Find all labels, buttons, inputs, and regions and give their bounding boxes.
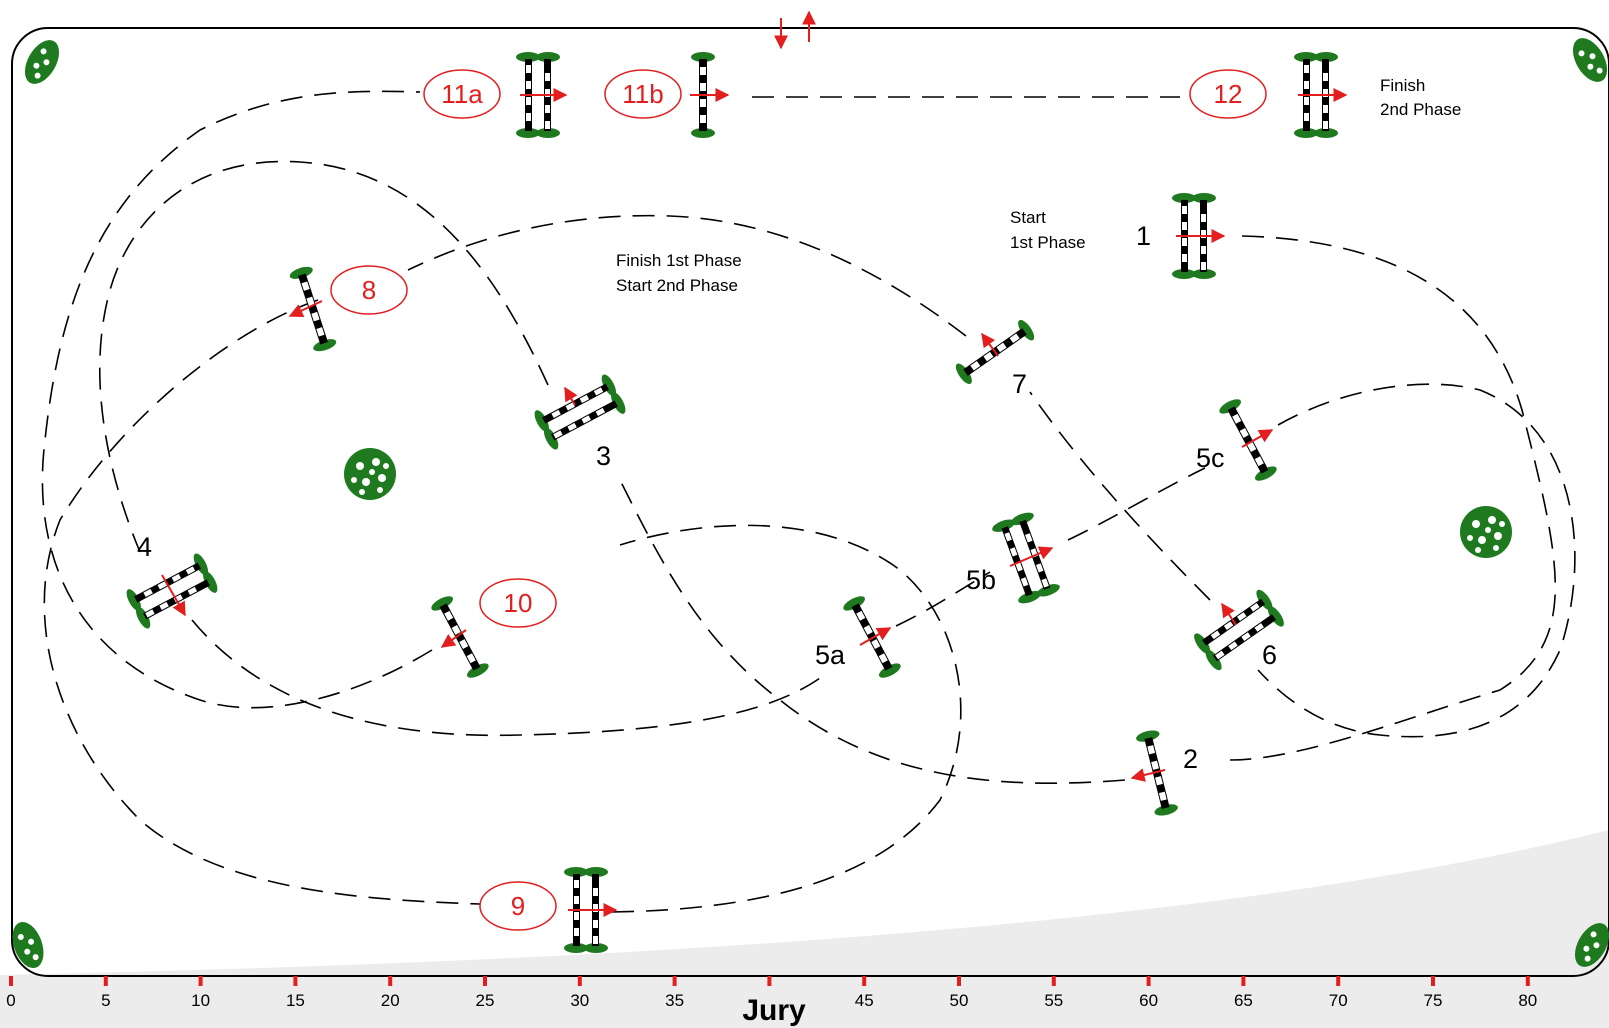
shrub-icon: [1460, 506, 1512, 558]
fence-5c: [1217, 396, 1279, 484]
axis-tick-label: 30: [570, 991, 589, 1010]
finish2-note-line1: Finish: [1380, 76, 1425, 95]
svg-text:12: 12: [1214, 79, 1243, 109]
phase-note-line1: Finish 1st Phase: [616, 251, 742, 270]
axis-tick-label: 5: [101, 991, 110, 1010]
axis-tick-label: 65: [1234, 991, 1253, 1010]
start1-note-line2: 1st Phase: [1010, 233, 1086, 252]
svg-text:8: 8: [362, 275, 376, 305]
axis-tick-label: 20: [381, 991, 400, 1010]
fence-2: [1130, 728, 1180, 818]
axis-tick-label: 70: [1329, 991, 1348, 1010]
start1-note-line1: Start: [1010, 208, 1046, 227]
fence-12: [1294, 52, 1348, 138]
label-4: 4: [137, 532, 152, 562]
fence-10: [429, 593, 491, 681]
fence-3: [531, 372, 629, 452]
shrub-icon: [344, 448, 396, 500]
fence-4: [123, 551, 221, 631]
fence-7: [952, 317, 1038, 387]
entry-arrows-icon: [774, 10, 816, 50]
axis-tick-label: 75: [1424, 991, 1443, 1010]
svg-text:11b: 11b: [622, 79, 663, 109]
axis-tick-label: 50: [950, 991, 969, 1010]
fence-8: [288, 264, 338, 354]
fence-5b: [990, 510, 1062, 606]
arena-fence: [11, 27, 1609, 977]
axis-tick-label: 55: [1044, 991, 1063, 1010]
fence-6: [1191, 587, 1287, 673]
label-2: 2: [1183, 744, 1198, 774]
course-path: [41, 90, 1576, 913]
label-5b: 5b: [966, 565, 996, 595]
label-7: 7: [1012, 369, 1027, 399]
background-swoosh: [0, 830, 1609, 1028]
jury-axis: 0510152025303545505560657075808: [6, 976, 1537, 1010]
fence-5a: [841, 593, 903, 681]
phase-note-line2: Start 2nd Phase: [616, 276, 738, 295]
svg-text:11a: 11a: [441, 79, 483, 109]
jury-label: Jury: [742, 994, 806, 1027]
label-8: 8: [330, 265, 408, 315]
axis-tick-label: 80: [1518, 991, 1537, 1010]
axis-tick-label: 25: [476, 991, 495, 1010]
axis-tick-label: 60: [1139, 991, 1158, 1010]
label-1: 1: [1136, 221, 1151, 251]
label-11a: 11a: [423, 69, 501, 119]
finish2-note-line2: 2nd Phase: [1380, 100, 1461, 119]
axis-tick-label: 10: [191, 991, 210, 1010]
axis-tick-label: 45: [855, 991, 874, 1010]
tree-icon: [17, 34, 67, 90]
label-10: 10: [479, 578, 557, 628]
label-3: 3: [596, 441, 611, 471]
axis-tick-label: 35: [665, 991, 684, 1010]
fence-11b: [690, 52, 730, 138]
label-9: 9: [479, 881, 557, 931]
svg-text:9: 9: [511, 891, 525, 921]
fence-1: [1172, 193, 1226, 279]
fence-11a: [516, 52, 568, 138]
label-11b: 11b: [604, 69, 682, 119]
axis-tick-label: 15: [286, 991, 305, 1010]
label-12: 12: [1189, 69, 1267, 119]
label-5a: 5a: [815, 640, 846, 670]
tree-icon: [1565, 32, 1609, 88]
label-6: 6: [1262, 640, 1277, 670]
fence-9: [564, 867, 618, 953]
svg-text:10: 10: [504, 588, 533, 618]
label-5c: 5c: [1196, 443, 1225, 473]
axis-tick-label: 0: [6, 991, 15, 1010]
